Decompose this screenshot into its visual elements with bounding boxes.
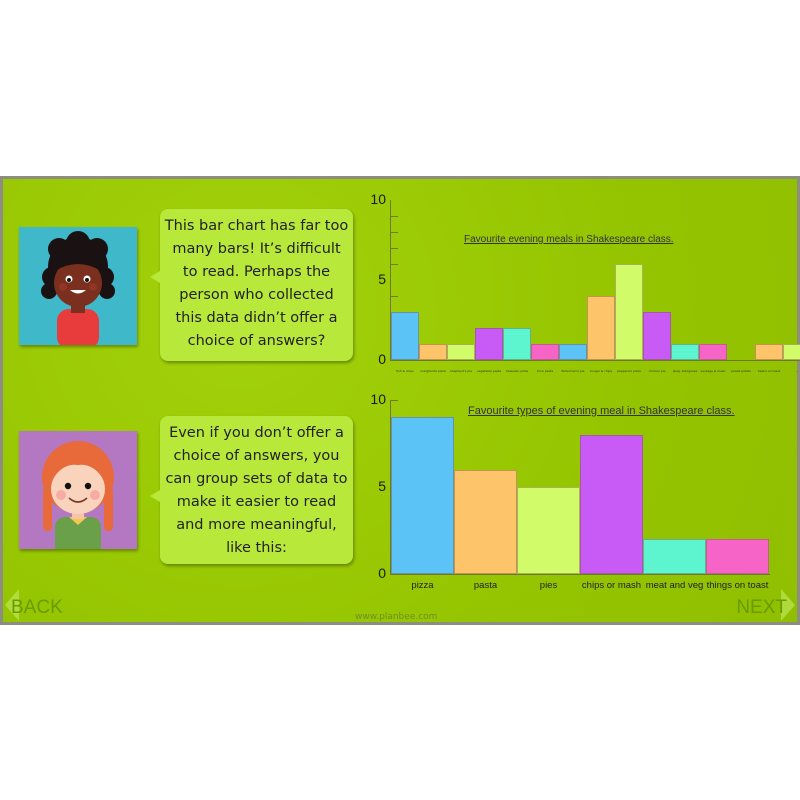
speech-bubble-2: Even if you don’t offer a choice of answ… — [150, 416, 353, 564]
y-tick-label: 10 — [370, 391, 386, 407]
bar-spag-bolognese — [671, 344, 699, 360]
chart-title: Favourite evening meals in Shakespeare c… — [464, 234, 674, 245]
back-arrow-icon[interactable] — [5, 589, 19, 621]
bar-beans-on-toast — [755, 344, 783, 360]
y-minor-tick — [390, 248, 398, 249]
slide-background: This bar chart has far too many bars! It… — [3, 179, 800, 622]
bar-fish-chips — [391, 312, 419, 360]
bar-sausage-mash — [699, 344, 727, 360]
bar-- — [783, 344, 800, 360]
bar-meat-and-veg — [643, 539, 706, 574]
y-minor-tick — [390, 232, 398, 233]
x-axis — [390, 360, 800, 361]
footer-url: www.planbee.com — [355, 612, 438, 622]
bar-chart-all-meals: Favourite evening meals in Shakespeare c… — [368, 191, 800, 387]
y-axis — [390, 200, 391, 360]
x-tick-label: spag. bolognese — [672, 369, 698, 373]
bar-things-on-toast — [706, 539, 769, 574]
y-tick — [390, 400, 398, 401]
x-axis — [390, 574, 770, 575]
y-tick-label: 10 — [370, 191, 386, 207]
x-tick-label: pizza — [411, 580, 434, 591]
bar-hawaiian-pizza — [503, 328, 531, 360]
plot-area — [391, 200, 800, 360]
bar-chart-grouped-meals: Favourite types of evening meal in Shake… — [368, 391, 800, 602]
character-portrait-red-plaits — [19, 431, 137, 549]
x-tick-label: tuna pasta — [536, 369, 554, 373]
next-button[interactable]: NEXT — [736, 597, 787, 618]
y-minor-tick — [390, 264, 398, 265]
x-tick-label: things on toast — [706, 580, 769, 591]
girl-red-plaits-icon — [42, 441, 114, 549]
bar-vegetable-pasta — [475, 328, 503, 360]
speech-bubble-1: This bar chart has far too many bars! It… — [150, 209, 353, 361]
bar-chicken-pie — [643, 312, 671, 360]
x-tick-label: pies — [539, 580, 558, 591]
speech-text-1: This bar chart has far too many bars! It… — [164, 218, 349, 349]
x-tick-label: chips or mash — [581, 580, 642, 591]
y-minor-tick — [390, 296, 398, 297]
x-tick-label: vegetable pasta — [476, 369, 502, 373]
y-minor-tick — [390, 216, 398, 217]
x-tick-label: chicken pie — [648, 369, 666, 373]
x-tick-label: margherita pizza — [420, 369, 446, 373]
x-tick-label: beans on toast — [757, 369, 781, 373]
back-button[interactable]: BACK — [11, 597, 63, 618]
chart-title: Favourite types of evening meal in Shake… — [468, 405, 735, 417]
y-axis — [390, 400, 391, 574]
speech-text-2: Even if you don’t offer a choice of answ… — [165, 425, 348, 556]
plot-area — [391, 400, 771, 574]
lesson-slide: This bar chart has far too many bars! It… — [0, 176, 800, 625]
x-tick-label: shepherd's pie — [450, 369, 472, 373]
y-tick-label: 5 — [378, 478, 386, 494]
bar-pepperoni-pizza — [615, 264, 643, 360]
speech-bubble-tail — [150, 271, 160, 283]
character-portrait-curly-hair — [19, 227, 137, 345]
bar-tuna-pasta — [531, 344, 559, 360]
bar-shepherd-s-pie — [447, 344, 475, 360]
y-tick-label: 5 — [378, 271, 386, 287]
x-tick-label: jacket potato — [731, 369, 751, 373]
x-tick-label: meat and veg — [645, 580, 704, 591]
bar-burger-chips — [587, 296, 615, 360]
bar-margherita-pizza — [419, 344, 447, 360]
x-tick-label: sausage & mash — [700, 369, 726, 373]
x-tick-label: burger & chips — [589, 369, 613, 373]
bar-pies — [517, 487, 580, 574]
x-tick-label: pepperoni pizza — [617, 369, 641, 373]
girl-curly-hair-icon — [41, 231, 115, 345]
bar-pasta — [454, 469, 517, 574]
bar-fisherman-s-pie — [559, 344, 587, 360]
x-tick-label: fisherman's pie — [561, 369, 585, 373]
y-tick-label: 0 — [378, 565, 386, 581]
x-tick-label: pasta — [473, 580, 498, 591]
next-arrow-icon[interactable] — [781, 589, 795, 621]
y-tick-label: 0 — [378, 351, 386, 367]
bar-pizza — [391, 417, 454, 574]
bar-chips-or-mash — [580, 434, 643, 574]
x-tick-label: ... — [795, 369, 799, 373]
x-tick-label: hawaiian pizza — [505, 369, 529, 373]
x-tick-label: fish & chips — [396, 369, 414, 373]
speech-bubble-tail — [150, 490, 160, 502]
